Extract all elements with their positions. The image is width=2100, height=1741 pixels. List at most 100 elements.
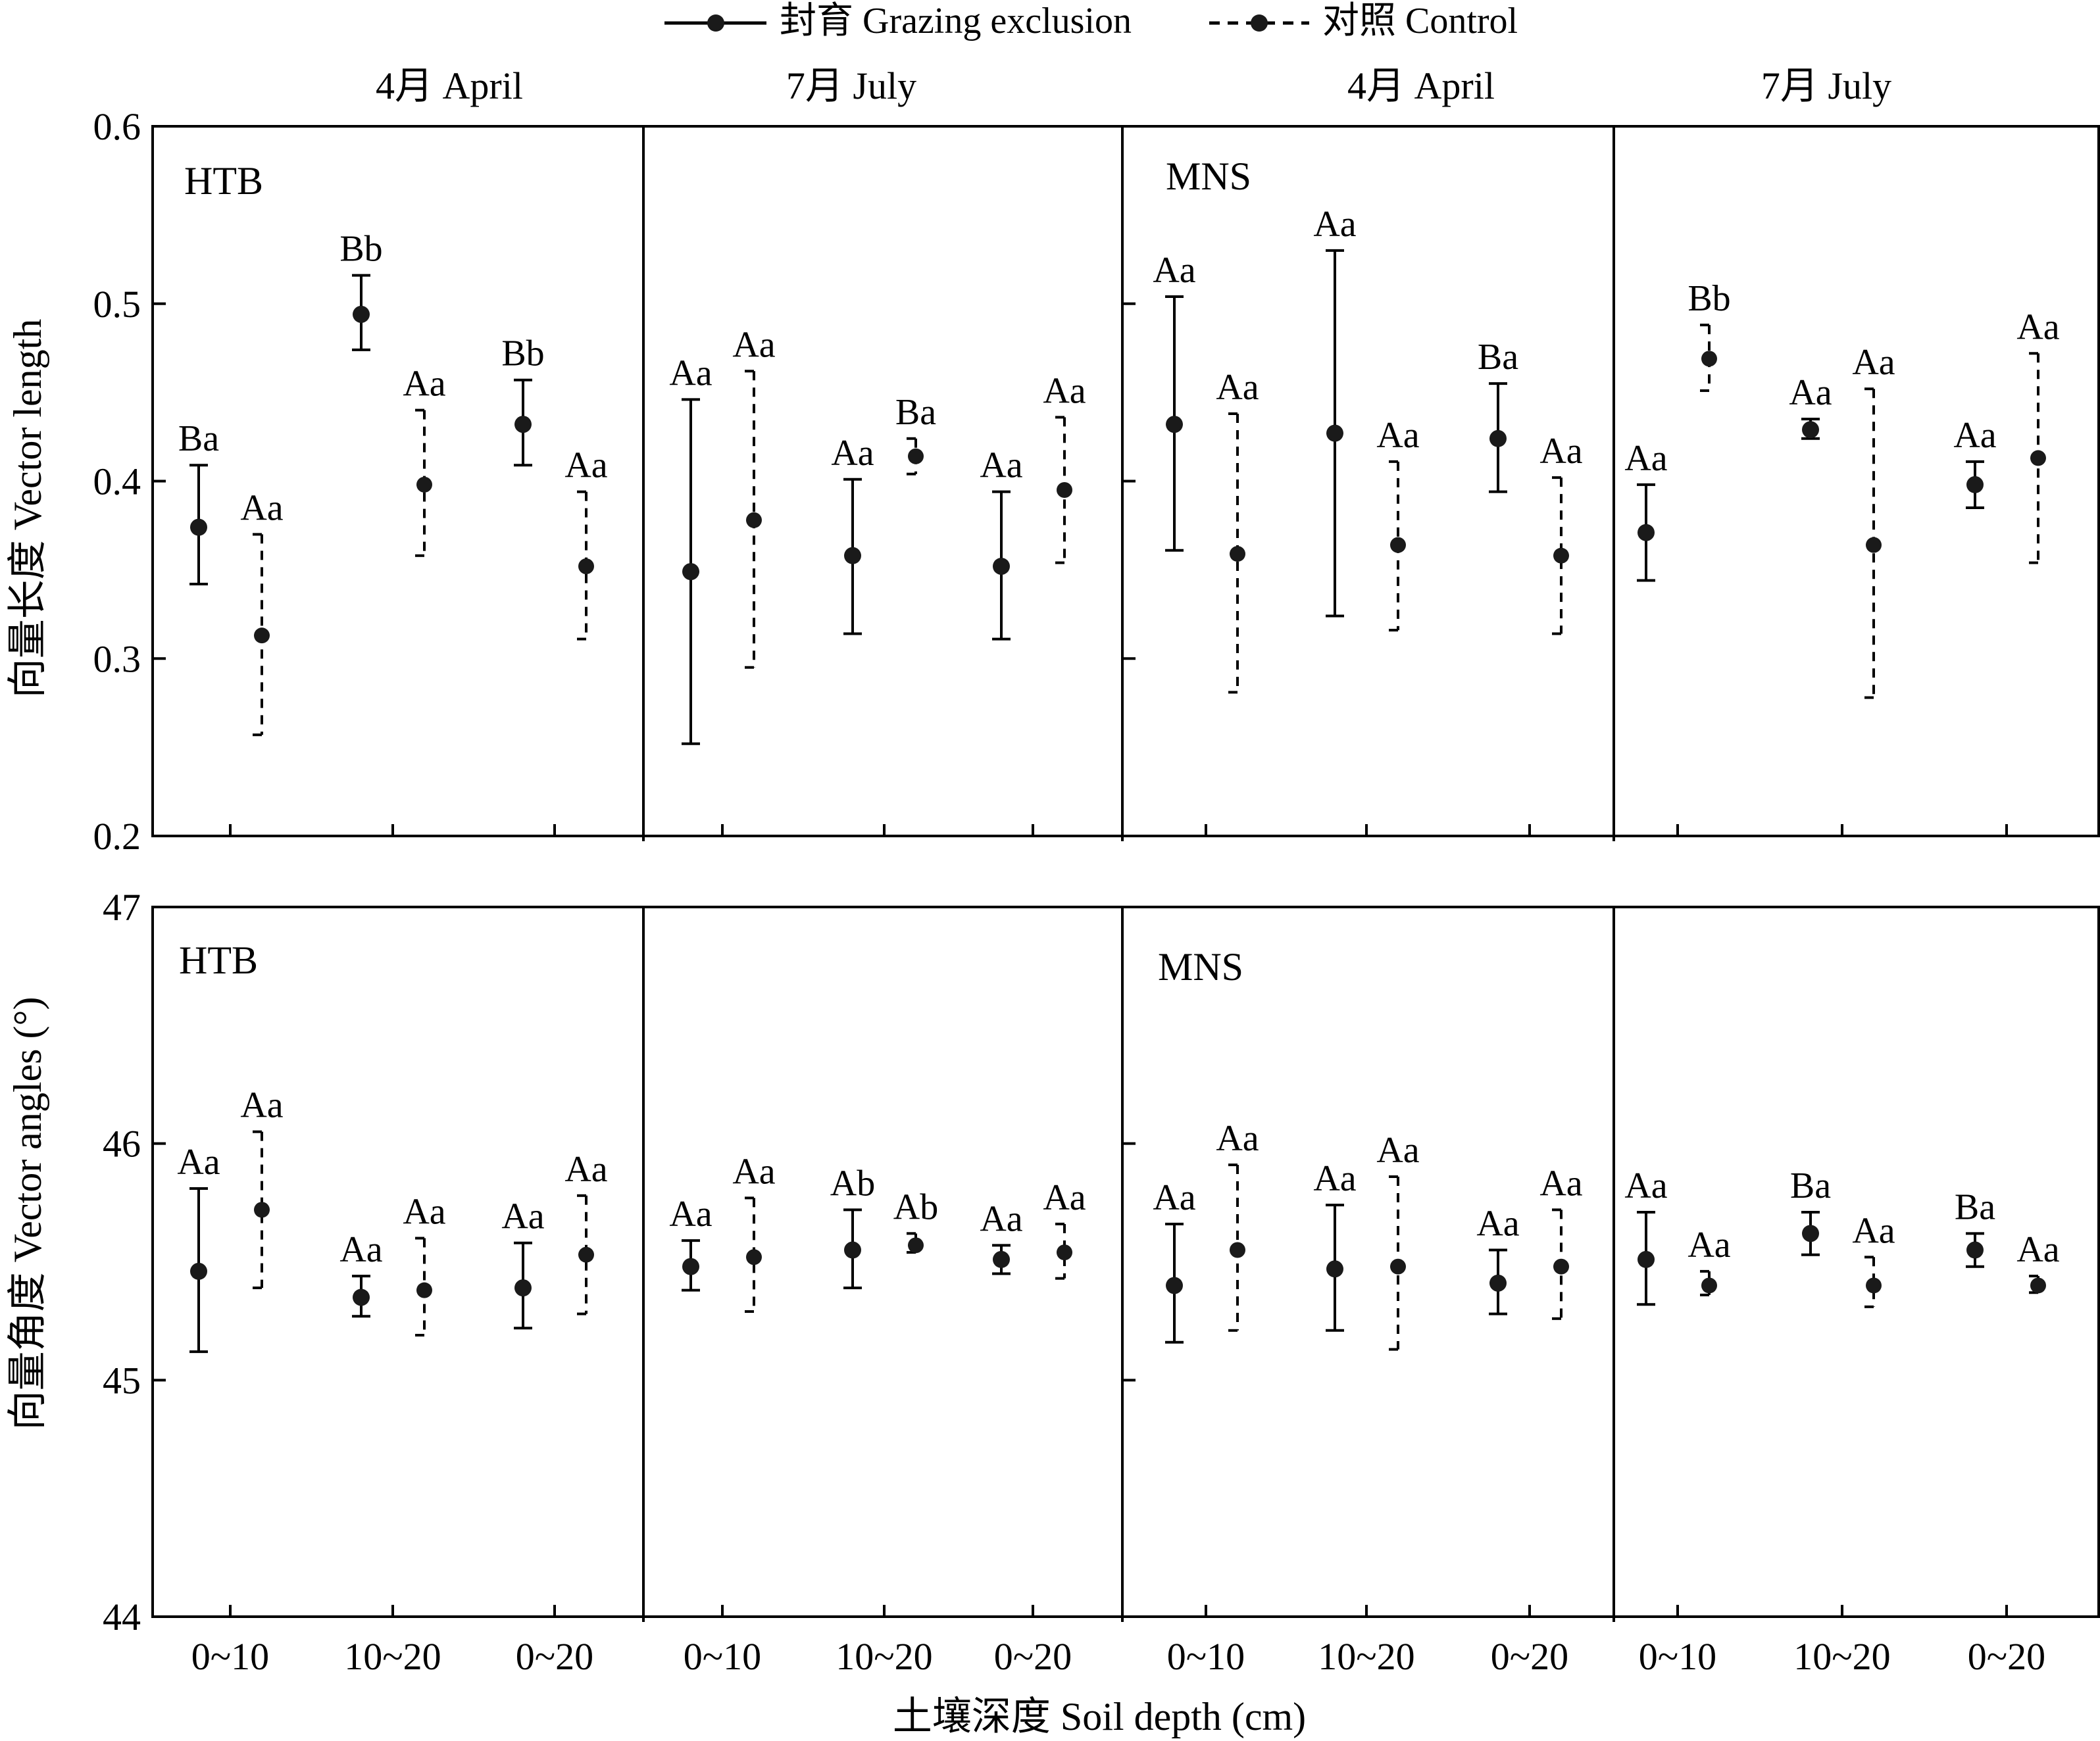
- grazing-significance-label: Aa: [1789, 372, 1832, 413]
- grazing-significance-label: Ba: [1955, 1187, 1995, 1227]
- grazing-significance-label: Aa: [1953, 415, 1996, 456]
- control-point: [416, 1282, 432, 1298]
- control-significance-label: Ba: [895, 392, 936, 433]
- grazing-point: [993, 1250, 1010, 1268]
- grazing-point: [682, 563, 699, 581]
- grazing-point: [190, 1262, 207, 1280]
- control-significance-label: Aa: [1216, 367, 1259, 408]
- x-tick-label: 10~20: [836, 1635, 932, 1678]
- site-label-mns: MNS: [1158, 945, 1243, 989]
- y-tick-label: 47: [103, 886, 141, 929]
- control-point: [908, 1237, 924, 1254]
- control-point: [1230, 546, 1245, 562]
- grazing-significance-label: Ba: [1790, 1165, 1831, 1206]
- grazing-point: [353, 1288, 370, 1306]
- grazing-point: [1966, 1241, 1984, 1259]
- x-tick-label: 10~20: [1318, 1635, 1414, 1678]
- grazing-significance-label: Aa: [1624, 1165, 1667, 1206]
- grazing-significance-label: Aa: [1313, 1158, 1356, 1199]
- control-significance-label: Aa: [2016, 307, 2059, 347]
- control-point: [1057, 481, 1072, 498]
- control-point: [1866, 1277, 1882, 1294]
- control-point: [254, 627, 270, 644]
- grazing-point: [993, 557, 1010, 575]
- y-tick-label: 46: [103, 1123, 141, 1165]
- x-tick-label: 0~20: [1491, 1635, 1568, 1678]
- control-point: [578, 1246, 594, 1263]
- control-point: [746, 1249, 762, 1265]
- control-significance-label: Aa: [1852, 1210, 1895, 1251]
- legend-control-label: 对照 Control: [1322, 1, 1518, 41]
- grazing-significance-label: Aa: [501, 1196, 544, 1237]
- control-point: [1701, 351, 1717, 367]
- grazing-point: [1489, 1274, 1507, 1292]
- x-tick-label: 0~20: [994, 1635, 1072, 1678]
- legend-control-marker: [1251, 14, 1268, 32]
- control-point: [2030, 1277, 2046, 1294]
- y-tick-label: 0.5: [93, 283, 141, 326]
- grazing-point: [1802, 1225, 1819, 1242]
- grazing-significance-label: Bb: [339, 229, 382, 270]
- plot-frames: [151, 125, 2100, 1622]
- x-tick-label: 0~20: [1968, 1635, 2045, 1678]
- control-point: [1390, 1258, 1406, 1275]
- legend-grazing-label: 封育 Grazing exclusion: [780, 1, 1132, 41]
- grazing-significance-label: Aa: [831, 433, 874, 474]
- control-significance-label: Aa: [1043, 370, 1086, 411]
- x-tick-label: 0~10: [191, 1635, 269, 1678]
- y-tick-label: 0.2: [93, 815, 141, 858]
- control-significance-label: Aa: [1216, 1118, 1259, 1159]
- grazing-point: [1638, 524, 1655, 541]
- grazing-point: [1166, 416, 1183, 433]
- grazing-point: [1638, 1250, 1655, 1268]
- x-tick-label: 0~10: [1167, 1635, 1245, 1678]
- grazing-significance-label: Aa: [1153, 1177, 1195, 1218]
- x-tick-label: 0~20: [516, 1635, 593, 1678]
- grazing-significance-label: Aa: [1313, 204, 1356, 245]
- grazing-point: [353, 305, 370, 323]
- y-axis-title-length: 向量长度 Vector length: [6, 319, 49, 699]
- y-tick-label: 45: [103, 1359, 141, 1402]
- x-tick-label: 0~10: [1639, 1635, 1716, 1678]
- control-point: [254, 1202, 270, 1218]
- grazing-point: [514, 1279, 532, 1297]
- grazing-point: [682, 1258, 699, 1275]
- data-marks: Ba Bb Bb Aa Aa Aa Aa Aa Aa Aa Ba Aa Aa Aa Ba Aa Aa Aa Aa Aa…: [177, 204, 2060, 1354]
- control-significance-label: Aa: [2016, 1229, 2059, 1270]
- grazing-significance-label: Ba: [178, 418, 219, 459]
- x-tick-label: 10~20: [344, 1635, 441, 1678]
- site-label-mns: MNS: [1166, 155, 1251, 198]
- control-point: [1701, 1277, 1717, 1294]
- control-significance-label: Aa: [240, 1085, 283, 1126]
- control-significance-label: Aa: [1539, 431, 1582, 472]
- grazing-point: [1802, 421, 1819, 439]
- grazing-point: [1326, 424, 1343, 442]
- control-significance-label: Aa: [732, 1151, 775, 1192]
- control-point: [1866, 537, 1882, 553]
- grazing-point: [190, 518, 207, 536]
- control-point: [1553, 547, 1569, 564]
- grazing-significance-label: Aa: [980, 445, 1022, 486]
- control-significance-label: Aa: [403, 364, 445, 405]
- grazing-significance-label: Aa: [669, 1194, 712, 1235]
- control-significance-label: Aa: [1852, 342, 1895, 383]
- x-tick-labels: 0~10 10~20 0~20 0~10 10~20 0~20 0~10 10~20 0~20 0…: [191, 1635, 2045, 1678]
- grazing-point: [1326, 1260, 1343, 1278]
- control-significance-label: Aa: [1688, 1225, 1730, 1265]
- control-significance-label: Aa: [240, 487, 283, 528]
- grazing-significance-label: Aa: [1624, 438, 1667, 479]
- grazing-significance-label: Aa: [980, 1198, 1022, 1239]
- control-point: [2030, 450, 2046, 466]
- grazing-point: [1966, 476, 1984, 493]
- grazing-point: [1489, 429, 1507, 447]
- month-header: 4月 April: [376, 64, 523, 107]
- control-point: [1390, 537, 1406, 553]
- grazing-significance-label: Aa: [339, 1229, 382, 1270]
- control-significance-label: Bb: [1688, 278, 1730, 319]
- grazing-significance-label: Aa: [1476, 1204, 1519, 1244]
- y-axis-title-angles: 向量角度 Vector angles (°): [6, 997, 49, 1431]
- control-point: [416, 476, 432, 493]
- control-point: [1553, 1258, 1569, 1275]
- grazing-point: [514, 416, 532, 433]
